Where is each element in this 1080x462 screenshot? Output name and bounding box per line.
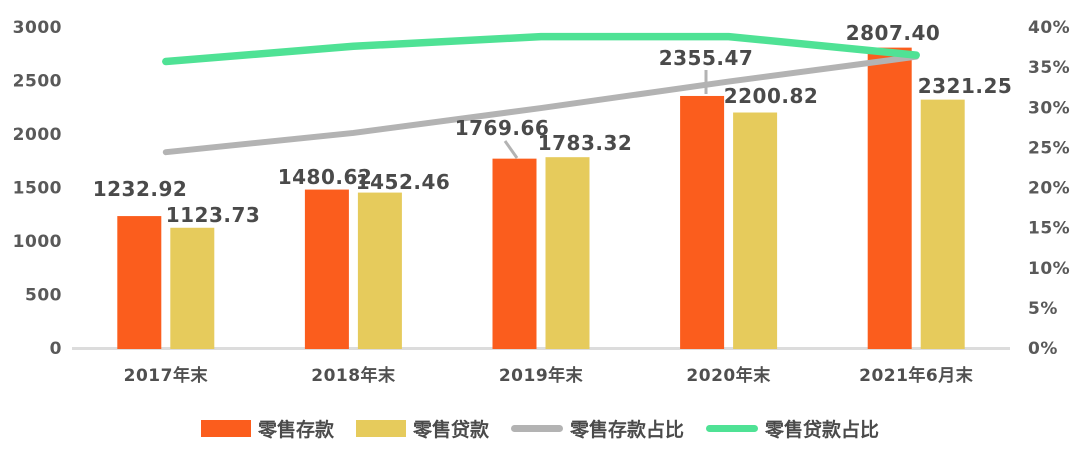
legend-item-retail-loan-share: 零售贷款占比 xyxy=(706,415,879,442)
bar-series1-point0 xyxy=(170,227,215,349)
line-series1 xyxy=(162,32,920,66)
left-axis-tick: 1500 xyxy=(13,179,62,199)
left-axis-tick: 3000 xyxy=(13,18,62,38)
x-axis-label: 2019年末 xyxy=(499,365,584,386)
right-axis-tick: 5% xyxy=(1028,299,1058,319)
data-label-series0-point4: 2807.40 xyxy=(846,21,941,45)
retail-deposits-swatch xyxy=(200,419,251,437)
left-axis-tick: 500 xyxy=(25,286,62,306)
x-axis-label: 2017年末 xyxy=(124,365,209,386)
bar-series1-point2 xyxy=(545,157,590,349)
left-axis-tick: 0 xyxy=(50,339,62,359)
x-axis-label: 2021年6月末 xyxy=(859,365,974,386)
data-label-series1-point4: 2321.25 xyxy=(918,74,1013,98)
bar-series0-point1 xyxy=(304,189,349,349)
bar-series0-point4 xyxy=(867,47,912,349)
legend-item-retail-deposits: 零售存款 xyxy=(200,415,334,442)
right-axis-tick: 25% xyxy=(1028,138,1070,158)
right-axis-tick: 40% xyxy=(1028,18,1070,38)
right-axis-tick: 20% xyxy=(1028,179,1070,199)
bar-series1-point3 xyxy=(733,112,778,349)
retail-deposit-share-swatch xyxy=(511,424,563,432)
data-label-series0-point2: 1769.66 xyxy=(455,116,550,140)
data-label-series1-point2: 1783.32 xyxy=(538,131,633,155)
right-axis-tick: 30% xyxy=(1028,98,1070,118)
right-axis-tick: 35% xyxy=(1028,58,1070,78)
legend-item-retail-loans: 零售贷款 xyxy=(355,415,489,442)
data-label-series0-point3: 2355.47 xyxy=(659,46,754,70)
combo-chart: 3000 2500 2000 1500 1000 500 0 40% 35% 30% 25% 20% 1… xyxy=(13,18,1070,386)
legend-label-retail-loans: 零售贷款 xyxy=(412,418,489,441)
bar-series0-point2 xyxy=(492,158,537,349)
bar-series0-point0 xyxy=(117,216,162,349)
line-series0 xyxy=(162,53,920,156)
retail-loan-share-swatch xyxy=(706,424,759,432)
data-label-series1-point1: 1452.46 xyxy=(356,170,451,194)
bar-series0-point3 xyxy=(680,95,725,349)
data-label-series1-point0: 1123.73 xyxy=(166,203,261,227)
bar-series1-point4 xyxy=(920,99,965,349)
data-label-series0-point1: 1480.62 xyxy=(278,165,373,189)
left-axis-tick: 2500 xyxy=(13,72,62,92)
x-axis-line xyxy=(72,347,1010,350)
legend-label-retail-loan-share: 零售贷款占比 xyxy=(765,418,880,441)
legend-item-retail-deposit-share: 零售存款占比 xyxy=(511,415,684,442)
right-axis-tick: 10% xyxy=(1028,259,1070,279)
x-axis-label: 2018年末 xyxy=(311,365,396,386)
data-label-series1-point3: 2200.82 xyxy=(724,84,819,108)
data-label-series0-point0: 1232.92 xyxy=(93,177,188,201)
legend: 零售存款 零售贷款 零售存款占比 零售贷款占比 xyxy=(0,406,1080,450)
left-axis-tick: 1000 xyxy=(13,232,62,252)
right-axis-tick: 15% xyxy=(1028,219,1070,239)
left-axis-tick: 2000 xyxy=(13,125,62,145)
legend-label-retail-deposit-share: 零售存款占比 xyxy=(570,418,685,441)
label-leader-line xyxy=(503,140,519,159)
right-axis-tick: 0% xyxy=(1028,339,1058,359)
bar-series1-point1 xyxy=(357,192,402,349)
retail-loans-swatch xyxy=(355,419,406,437)
legend-label-retail-deposits: 零售存款 xyxy=(257,418,334,441)
x-axis-label: 2020年末 xyxy=(686,365,771,386)
